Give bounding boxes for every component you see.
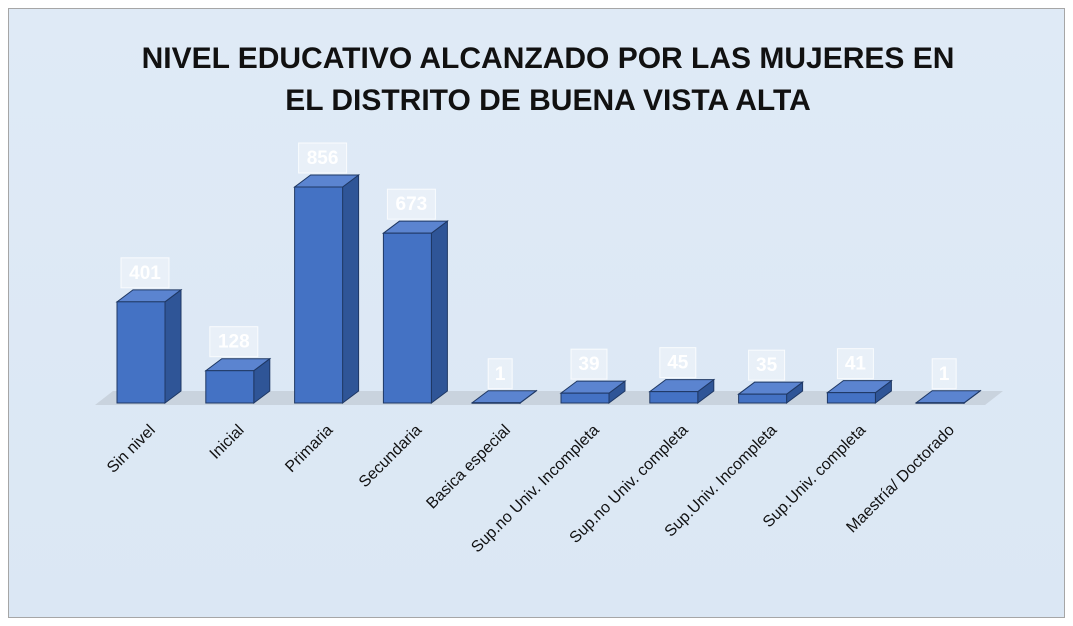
bar: [294, 186, 344, 404]
data-label-box: [836, 348, 874, 380]
chart-title: EL DISTRITO DE BUENA VISTA ALTA: [285, 84, 811, 117]
data-label-box: [120, 257, 170, 289]
bar-side: [164, 288, 182, 404]
data-label: 128: [218, 332, 250, 353]
data-label: 35: [756, 355, 778, 376]
bar: [649, 391, 699, 404]
bar: [738, 393, 788, 404]
bar-side: [430, 220, 448, 404]
data-label: 45: [667, 353, 689, 374]
data-label: 1: [495, 364, 506, 385]
bar: [205, 370, 255, 404]
data-label-box: [570, 348, 608, 380]
data-label-box: [487, 358, 513, 390]
chart-title: NIVEL EDUCATIVO ALCANZADO POR LAS MUJERE…: [142, 42, 955, 75]
bar: [116, 301, 166, 404]
data-label: 39: [578, 354, 599, 375]
bar: [560, 392, 610, 404]
data-label: 401: [129, 263, 161, 284]
data-label-box: [386, 188, 436, 220]
bar: [382, 232, 432, 404]
bar: [826, 392, 876, 404]
data-label-box: [298, 142, 348, 174]
data-label-box: [209, 326, 259, 358]
data-label: 673: [396, 194, 428, 215]
bar: [915, 402, 965, 404]
bar: [471, 402, 521, 404]
data-label: 1: [939, 364, 950, 385]
data-label: 41: [845, 354, 867, 375]
data-label-box: [659, 347, 697, 379]
data-label-box: [748, 349, 786, 381]
bar-side: [342, 174, 360, 404]
data-label: 856: [307, 148, 339, 169]
chart-area: [8, 8, 1065, 618]
data-label-box: [931, 358, 957, 390]
